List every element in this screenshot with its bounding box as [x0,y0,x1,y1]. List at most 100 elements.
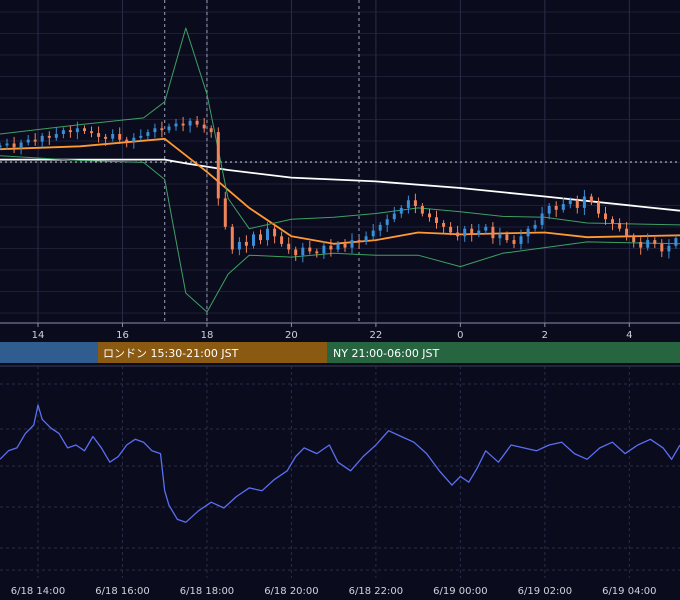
candle-body [653,240,657,244]
hour-tick-label: 14 [32,330,45,341]
candle-body [561,204,565,210]
date-tick-label: 6/19 02:00 [518,586,572,597]
candle [428,208,431,222]
candle-body [554,206,558,210]
oscillator-line [0,404,680,523]
candle [12,136,16,153]
candle [167,123,171,134]
candle-body [104,136,108,139]
candle [230,224,234,254]
candle-body [463,228,467,237]
candle-body [132,137,136,142]
candle [5,138,9,150]
session-bar: ロンドン 15:30-21:00 JST NY 21:00-06:00 JST [0,342,680,363]
hour-axis-background [0,323,680,342]
date-tick-label: 6/19 04:00 [602,586,656,597]
candle-body [371,230,375,237]
candle [132,133,136,149]
candle [19,139,23,155]
candle-body [195,120,199,125]
candle [294,246,298,261]
candle-body [47,135,51,138]
hour-tick-label: 4 [626,330,632,341]
candle [604,206,607,225]
hour-tick-label: 18 [201,330,214,341]
candle-body [209,128,213,133]
candle-body [244,241,248,246]
candle-body [449,226,453,233]
candle-body [385,219,389,225]
candle [174,118,178,131]
candle-body [420,206,424,214]
candle-body [329,245,333,250]
candle [435,210,438,229]
candle [47,131,51,145]
session-london[interactable] [98,342,327,363]
session-ny[interactable] [327,342,680,363]
candle-body [54,134,58,138]
candle [547,203,551,220]
candle [618,218,622,232]
candle-body [40,135,44,142]
candle [498,227,502,246]
candle-body [181,123,185,126]
candle [83,125,86,134]
candle [160,121,164,138]
candle [540,206,544,230]
candle [589,193,593,205]
candle-body [26,139,30,143]
date-tick-label: 6/19 00:00 [433,586,487,597]
candle [519,229,523,250]
candle-body [188,120,192,126]
candle [104,134,108,146]
candle [526,225,530,244]
candle [308,241,312,255]
candle [195,116,199,128]
candle-body [611,219,614,223]
session-london-label: ロンドン 15:30-21:00 JST [103,347,239,360]
candle [442,220,446,234]
candle-body [83,128,86,132]
candle [40,133,44,148]
candle-body [294,249,298,256]
candle-body [174,123,178,127]
candle-body [336,243,340,250]
candle-body [505,234,509,241]
candle-body [202,124,206,129]
price-panel[interactable] [0,0,680,323]
candle-body [491,226,495,239]
candle [68,125,72,138]
candle-body [118,134,122,140]
candle-body [90,131,93,134]
candle [280,231,284,247]
session-tokyo[interactable] [0,342,98,363]
candle-body [604,213,607,220]
candle-body [378,224,382,231]
candle [533,220,537,232]
indicator-lines [0,27,680,313]
candle-body [477,230,481,235]
candle [61,127,65,139]
oscillator-panel[interactable] [0,365,680,578]
candle-body [428,213,431,218]
candle-body [392,213,396,220]
candle-body [625,228,629,237]
candle [660,239,664,258]
candle [223,191,227,230]
candle-body [413,200,417,206]
candle [75,121,79,140]
candle [343,239,347,252]
candle [111,129,115,142]
candle [512,235,516,249]
candle-body [259,234,262,241]
candle [667,239,671,259]
candle [385,214,389,232]
candle-body [526,228,530,237]
candle [0,142,2,151]
candle [209,125,213,138]
candle [646,233,650,251]
candle-body [350,240,354,248]
candle-body [442,223,446,227]
candle-body [646,240,650,248]
candle-body [252,234,255,246]
